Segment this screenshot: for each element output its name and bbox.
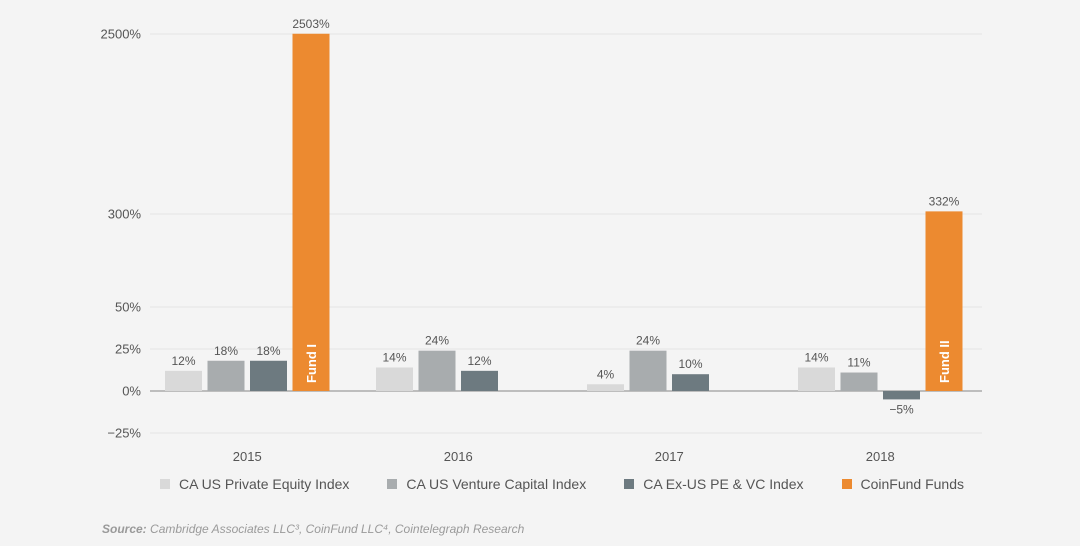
legend-item: CA US Venture Capital Index <box>387 476 586 492</box>
bar <box>840 372 878 391</box>
legend-swatch <box>841 479 852 489</box>
y-tick-label: −25% <box>107 426 141 441</box>
data-label: −5% <box>889 402 914 416</box>
y-tick-label: 300% <box>108 207 142 222</box>
y-tick-label: 25% <box>115 342 141 357</box>
bar <box>587 384 624 391</box>
x-tick-label: 2016 <box>444 449 473 464</box>
legend: CA US Private Equity Index CA US Venture … <box>160 476 964 492</box>
legend-item: CA US Private Equity Index <box>160 476 349 492</box>
bar <box>883 391 920 400</box>
data-label: 14% <box>382 350 406 364</box>
bar <box>925 211 963 391</box>
bar <box>629 350 667 391</box>
y-tick-label: 50% <box>115 300 141 315</box>
data-label: 10% <box>678 357 702 371</box>
source-note: Source: Cambridge Associates LLC³, CoinF… <box>102 522 524 536</box>
data-label: 24% <box>425 334 449 348</box>
legend-swatch <box>624 479 635 489</box>
bar <box>672 374 709 391</box>
x-tick-label: 2017 <box>655 449 684 464</box>
x-tick-label: 2018 <box>866 449 895 464</box>
data-label: 12% <box>171 354 195 368</box>
legend-label: CA Ex-US PE & VC Index <box>643 476 804 492</box>
data-label: 18% <box>256 344 280 358</box>
source-text: Cambridge Associates LLC³, CoinFund LLC⁴… <box>146 522 525 536</box>
y-axis-ticks: 2500% 300% 50% 25% 0% −25% <box>101 27 142 441</box>
bar <box>798 367 835 391</box>
bar <box>165 370 202 391</box>
data-label: 12% <box>467 354 491 368</box>
legend-label: CA US Private Equity Index <box>179 476 350 492</box>
bar <box>418 350 456 391</box>
x-tick-label: 2015 <box>233 449 262 464</box>
legend-swatch <box>387 479 398 489</box>
gridlines <box>150 33 982 434</box>
fund-inner-label: Fund II <box>937 340 952 383</box>
bar <box>376 367 413 391</box>
data-label: 18% <box>214 344 238 358</box>
data-label: 11% <box>847 356 870 370</box>
data-label: 24% <box>636 334 660 348</box>
data-label: 332% <box>929 194 960 208</box>
y-tick-label: 2500% <box>101 27 142 42</box>
bar <box>461 370 498 391</box>
bar <box>292 33 330 391</box>
data-label: 4% <box>597 367 615 381</box>
legend-item: CoinFund Funds <box>841 476 965 492</box>
legend-swatch <box>160 479 170 489</box>
bar <box>207 360 245 391</box>
data-label: 2503% <box>292 17 330 31</box>
source-prefix: Source: <box>102 522 147 536</box>
x-axis-ticks: 2015 2016 2017 2018 <box>233 449 895 464</box>
fund-inner-label: Fund I <box>304 344 319 383</box>
data-label: 14% <box>804 350 828 364</box>
y-tick-label: 0% <box>122 384 141 399</box>
legend-label: CoinFund Funds <box>860 476 965 492</box>
bar <box>250 360 287 391</box>
legend-item: CA Ex-US PE & VC Index <box>624 476 804 492</box>
bars: 12% 18% 18% 2503% Fund I 14% 24% 12% 4% 24% 10% 14%… <box>165 17 963 416</box>
legend-label: CA US Venture Capital Index <box>406 476 587 492</box>
